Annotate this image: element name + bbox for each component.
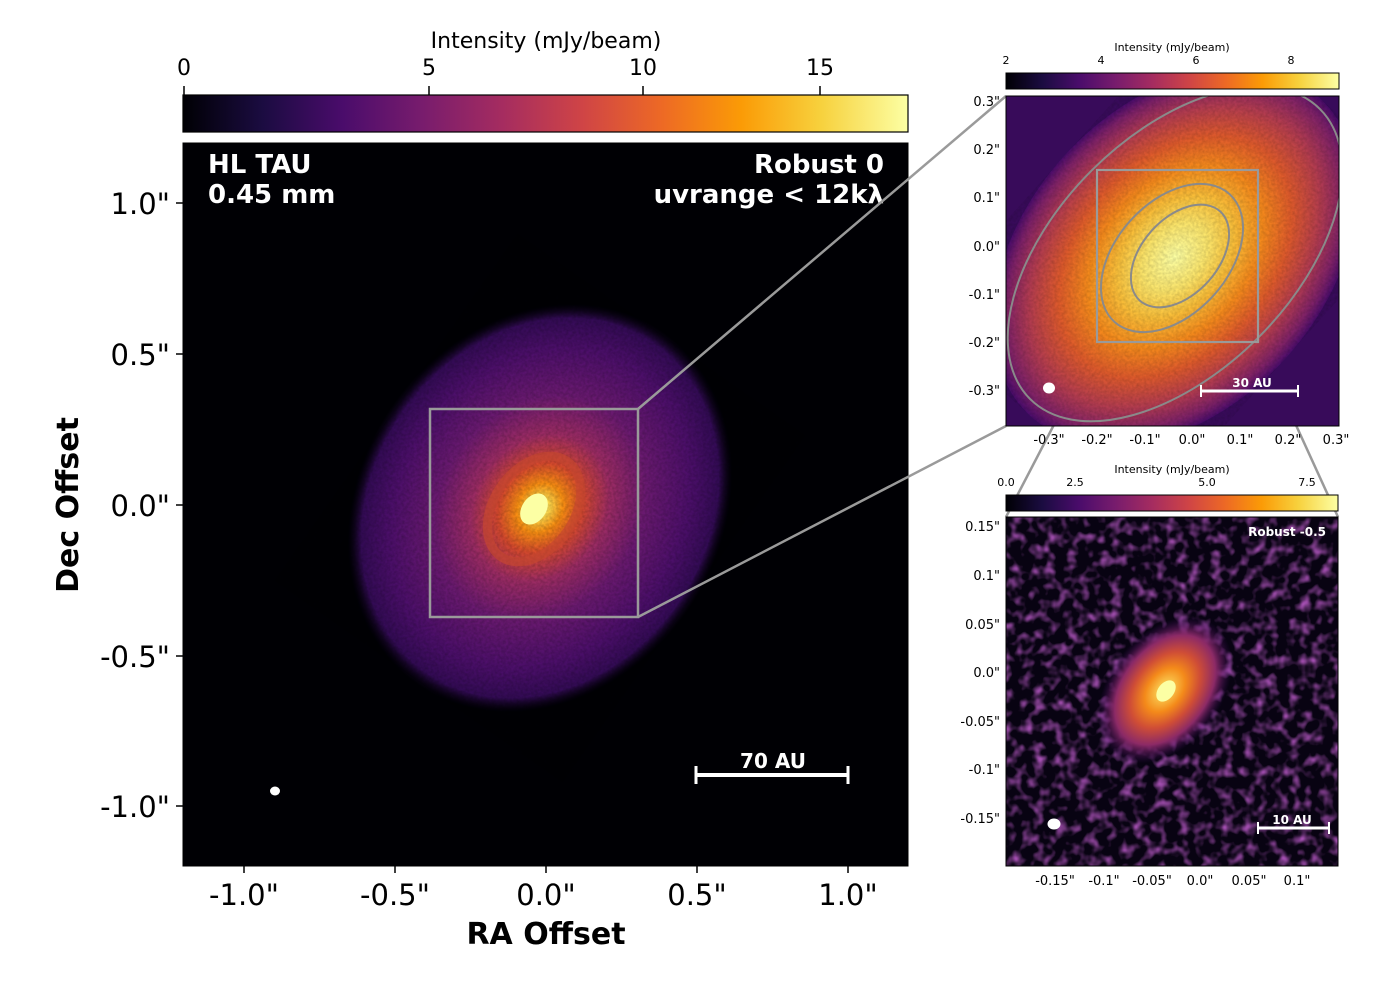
inset-bottom-x-tick: 0.05" xyxy=(1232,874,1267,889)
inset-bottom-x-tick: -0.15" xyxy=(1035,874,1075,889)
main-zoom-box xyxy=(428,407,640,619)
main-cbar-tick-5: 5 xyxy=(422,56,436,81)
main-y-tick-label: 1.0" xyxy=(111,187,170,221)
inset-bottom-cbar-tick: 5.0 xyxy=(1198,476,1216,489)
inset-bottom-cbar-tick: 7.5 xyxy=(1298,476,1316,489)
inset-bottom-scalebar-label: 10 AU xyxy=(1272,813,1312,827)
inset-bottom-y-tick: 0.1" xyxy=(973,569,1000,584)
inset-bottom-colorbar xyxy=(1005,494,1339,512)
main-y-tick-label: 0.0" xyxy=(111,489,170,523)
main-y-tick-label: -1.0" xyxy=(100,790,170,824)
main-beam-ellipse xyxy=(270,786,280,796)
inset-top-x-axis: -0.3" -0.2" -0.1" 0.0" 0.1" 0.2" 0.3" xyxy=(1033,433,1349,448)
main-x-axis-label: RA Offset xyxy=(466,917,625,952)
inset-top-x-tick: 0.3" xyxy=(1323,433,1350,448)
inset-top-y-tick: 0.0" xyxy=(973,240,1000,255)
inset-bottom-y-tick: 0.15" xyxy=(965,520,1000,535)
inset-bottom-cbar-tick: 2.5 xyxy=(1066,476,1084,489)
inset-bottom-x-tick: 0.1" xyxy=(1284,874,1311,889)
inset-top-cbar-tick: 8 xyxy=(1288,54,1295,67)
inset-bottom-y-axis: 0.15" 0.1" 0.05" 0.0" -0.05" -0.1" -0.15… xyxy=(960,520,1000,827)
inset-top-contour-mid xyxy=(1099,182,1245,334)
zoom-connectors xyxy=(637,95,1340,619)
inset-top-x-tick: -0.1" xyxy=(1129,433,1160,448)
inset-top-x-tick: 0.0" xyxy=(1179,433,1206,448)
main-x-axis: -1.0" -0.5" 0.0" 0.5" 1.0" xyxy=(209,866,878,912)
inset-top-x-tick: -0.2" xyxy=(1081,433,1112,448)
inset-bottom-x-tick: -0.05" xyxy=(1132,874,1172,889)
inset-top-scalebar: 30 AU xyxy=(1200,376,1299,397)
inset-bottom-x-tick: 0.0" xyxy=(1187,874,1214,889)
inset-top-colorbar xyxy=(1005,72,1340,90)
inset-bottom-panel: Intensity (mJy/beam) 0.0 2.5 5.0 7.5 Rob… xyxy=(960,463,1339,889)
inset-bottom-robust-label: Robust -0.5 xyxy=(1248,525,1326,539)
main-colorbar xyxy=(182,94,909,133)
inset-bottom-y-tick: 0.05" xyxy=(965,618,1000,633)
main-scalebar: 70 AU xyxy=(694,749,850,784)
main-y-tick-label: 0.5" xyxy=(111,338,170,372)
main-title-line-1: HL TAU xyxy=(208,150,312,180)
main-disk-ring xyxy=(482,451,586,567)
inset-top-x-tick: 0.2" xyxy=(1275,433,1302,448)
main-cbar-tick-0: 0 xyxy=(177,56,191,81)
main-y-tick-label: -0.5" xyxy=(100,640,170,674)
inset-top-y-tick: -0.2" xyxy=(969,336,1000,351)
inset-bottom-y-tick: -0.15" xyxy=(960,812,1000,827)
main-y-axis-label: Dec Offset xyxy=(51,417,86,593)
inset-top-panel: Intensity (mJy/beam) 2 4 6 8 30 AU xyxy=(969,41,1350,448)
main-x-tick-label: 0.0" xyxy=(516,878,575,912)
inset-top-y-tick: 0.1" xyxy=(973,191,1000,206)
inset-bottom-y-tick: 0.0" xyxy=(973,666,1000,681)
main-x-tick-label: 0.5" xyxy=(667,878,726,912)
inset-top-frame xyxy=(1005,95,1340,427)
main-colorbar-ticks: 0 5 10 15 xyxy=(177,56,834,95)
inset-bottom-y-tick: -0.05" xyxy=(960,715,1000,730)
main-uvrange-label: uvrange < 12kλ xyxy=(654,180,884,210)
main-cbar-tick-15: 15 xyxy=(806,56,834,81)
inset-bottom-cbar-tick: 0.0 xyxy=(997,476,1015,489)
inset-top-x-tick: 0.1" xyxy=(1227,433,1254,448)
inset-top-y-tick: -0.3" xyxy=(969,384,1000,399)
main-y-axis: 1.0" 0.5" 0.0" -0.5" -1.0" xyxy=(100,187,183,824)
inset-top-y-tick: 0.3" xyxy=(973,95,1000,110)
inset-top-zoom-box xyxy=(1095,168,1260,344)
main-disk-core xyxy=(520,493,548,525)
inset-top-y-tick: 0.2" xyxy=(973,143,1000,158)
inset-top-colorbar-label: Intensity (mJy/beam) xyxy=(1114,41,1229,54)
inset-top-cbar-tick: 6 xyxy=(1193,54,1200,67)
inset-top-cbar-tick: 4 xyxy=(1098,54,1105,67)
inset-top-texture xyxy=(1006,96,1339,426)
main-x-tick-label: 1.0" xyxy=(818,878,877,912)
inset-top-y-tick: -0.1" xyxy=(969,288,1000,303)
main-cbar-tick-10: 10 xyxy=(629,56,657,81)
main-x-tick-label: -0.5" xyxy=(360,878,430,912)
inset-bottom-beam-ellipse xyxy=(1047,818,1061,830)
inset-bottom-x-axis: -0.15" -0.1" -0.05" 0.0" 0.05" 0.1" xyxy=(1035,874,1310,889)
main-title-line-2: 0.45 mm xyxy=(208,180,335,210)
main-robust-label: Robust 0 xyxy=(754,150,884,180)
inset-top-x-tick: -0.3" xyxy=(1033,433,1064,448)
main-scalebar-label: 70 AU xyxy=(740,749,806,773)
inset-top-cbar-tick: 2 xyxy=(1003,54,1010,67)
inset-bottom-scalebar: 10 AU xyxy=(1257,813,1330,834)
inset-top-beam-ellipse xyxy=(1043,382,1055,394)
main-panel: Intensity (mJy/beam) 0 5 10 15 HL TAU 0.… xyxy=(51,29,909,952)
main-x-tick-label: -1.0" xyxy=(209,878,279,912)
inset-bottom-frame xyxy=(1005,516,1339,867)
inset-top-contour-inner xyxy=(1129,203,1231,309)
main-colorbar-label: Intensity (mJy/beam) xyxy=(431,29,662,54)
inset-bottom-y-tick: -0.1" xyxy=(969,763,1000,778)
inset-bottom-core xyxy=(1156,680,1176,702)
inset-bottom-x-tick: -0.1" xyxy=(1088,874,1119,889)
inset-top-scalebar-label: 30 AU xyxy=(1232,376,1272,390)
inset-bottom-colorbar-label: Intensity (mJy/beam) xyxy=(1114,463,1229,476)
inset-top-y-axis: 0.3" 0.2" 0.1" 0.0" -0.1" -0.2" -0.3" xyxy=(969,95,1000,399)
